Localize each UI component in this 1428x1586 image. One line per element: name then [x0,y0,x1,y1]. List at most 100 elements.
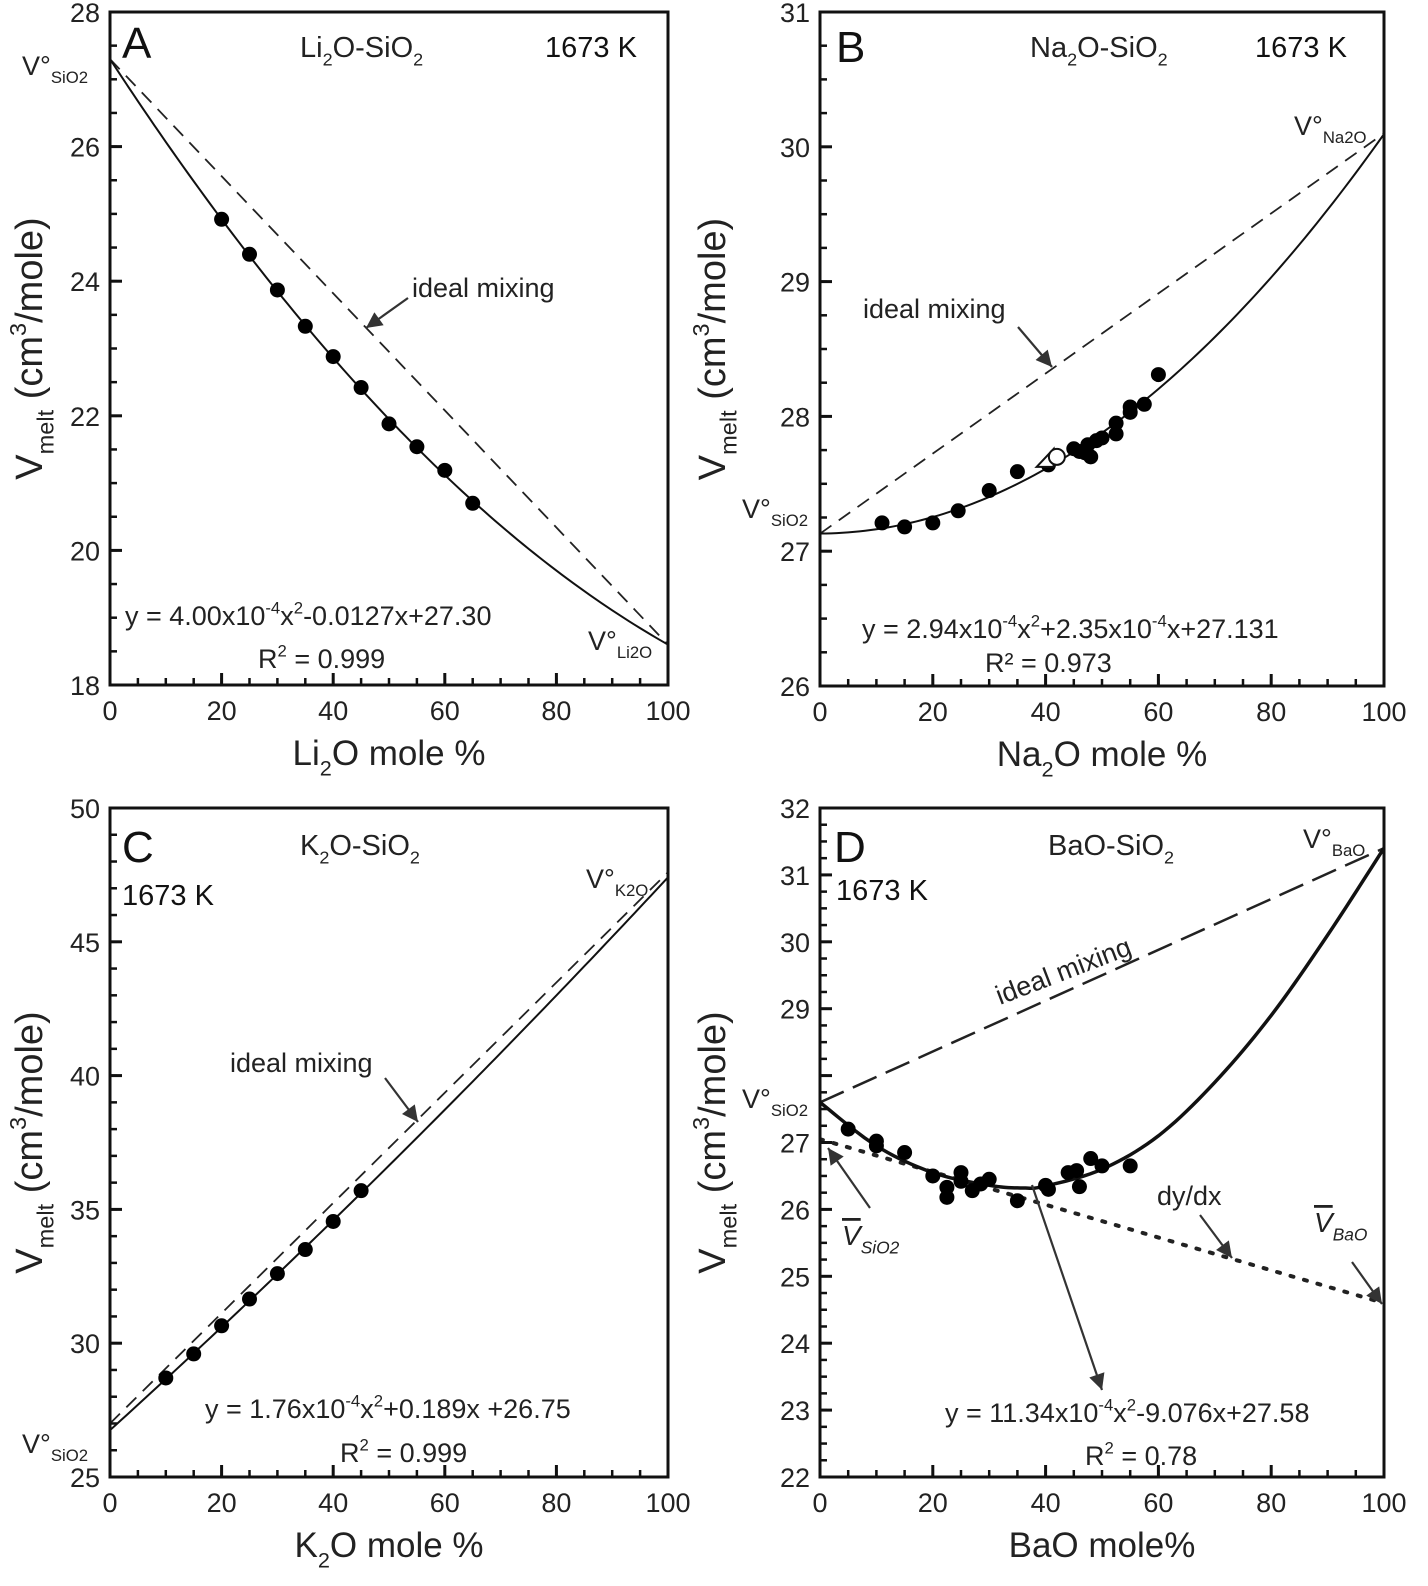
panel-title-part: O-SiO [1077,32,1158,64]
data-point [353,380,369,396]
data-point [353,1183,369,1199]
y-tick-label: 30 [780,133,810,163]
r-squared: R² = 0.973 [985,648,1112,678]
x-tick-label: 40 [1031,697,1061,727]
x-axis-label-part: O mole % [330,1526,484,1565]
y-axis-label-part: melt [715,1203,741,1248]
y-tick-label: 31 [780,861,810,891]
fit-equation-part: -0.0127x+27.30 [303,601,491,631]
data-point [1040,1181,1056,1197]
data-point [981,1171,997,1187]
panel-letter: A [122,19,152,68]
data-point [1136,396,1152,412]
fit-equation-part: x [1017,614,1031,644]
data-point [1083,449,1099,465]
y-axis-label-part: /mole) [9,217,51,323]
ideal-mixing-label: ideal mixing [991,931,1135,1010]
x-tick-label: 100 [645,1488,690,1518]
panel-title-part: 2 [410,848,420,868]
y-tick-label: 27 [780,537,810,567]
endmember-label-part: SiO2 [51,1446,88,1465]
ideal-mixing-line [820,847,1384,1104]
fit-equation: y = 2.94x10-4x2+2.35x10-4x+27.131 [862,612,1279,644]
panel-letter: C [122,823,154,872]
data-point [1122,399,1138,415]
y-axis-label-part: /mole) [9,1011,51,1117]
panel-title-part: 2 [413,50,423,70]
endmember-label-part: BaO [1332,841,1366,860]
y-tick-label: 27 [780,1129,810,1159]
endmember-label: V°SiO2 [22,51,88,87]
ideal-mixing-label: ideal mixing [412,273,555,303]
y-tick-label: 26 [780,672,810,702]
x-tick-label: 40 [1031,1488,1061,1518]
r-squared-part: = 0.999 [369,1438,467,1468]
r-squared-part: R [258,644,278,674]
endmember-label-part: V° [742,1084,771,1114]
x-axis-label-part: 2 [320,756,332,781]
x-axis-label-part: Na [997,735,1042,774]
ideal-mixing-line [110,871,668,1425]
y-axis-label: Vmelt (cm3/mole) [688,1011,741,1273]
data-point [1094,1158,1110,1174]
temperature-label: 1673 K [122,880,215,912]
data-point [925,1168,941,1184]
panel-title: BaO-SiO2 [1048,830,1174,868]
y-tick-label: 24 [780,1329,810,1359]
x-axis-label-part: Li [293,734,320,773]
r-squared-part: = 0.78 [1114,1441,1197,1471]
x-tick-label: 20 [207,1488,237,1518]
x-axis-label-part: 2 [1042,757,1054,782]
y-tick-label: 32 [780,794,810,824]
x-axis-label: K2O mole % [294,1526,483,1573]
y-tick-label: 23 [780,1396,810,1426]
temperature-label: 1673 K [1255,32,1348,64]
data-point [186,1346,202,1362]
fit-equation-part: y = 11.34x10 [945,1398,1098,1428]
panel-title-part: 2 [323,50,333,70]
x-tick-label: 40 [318,1488,348,1518]
panel-title-part: 2 [1158,50,1168,70]
plot-frame [818,10,1386,688]
x-tick-label: 80 [1256,1488,1286,1518]
fit-equation-part: -4 [1152,612,1167,631]
fit-equation-part: y = 1.76x10 [205,1394,345,1424]
data-point [1150,367,1166,383]
y-tick-label: 31 [780,0,810,28]
fit-equation-part: y = 4.00x10 [125,601,265,631]
x-tick-label: 60 [1143,1488,1173,1518]
x-axis-label: Na2O mole % [997,735,1207,782]
panel-title-part: O-SiO [333,32,414,64]
data-point [897,519,913,535]
fit-equation: y = 11.34x10-4x2-9.076x+27.58 [945,1396,1309,1428]
endmember-label-part: Na2O [1323,128,1367,147]
data-point [981,483,997,499]
x-axis-label-part: BaO mole% [1009,1526,1196,1565]
panel-title: K2O-SiO2 [300,830,420,868]
fit-equation-part: 2 [1031,612,1040,631]
plot-area [820,847,1384,1306]
endmember-label-part: V° [22,51,51,81]
fit-equation-part: x+27.131 [1167,614,1279,644]
y-tick-label: 45 [70,928,100,958]
ideal-mixing-label: ideal mixing [863,294,1006,324]
fit-equation-part: y = 2.94x10 [862,614,1002,644]
x-tick-label: 80 [1256,697,1286,727]
y-axis-label-part: (cm [692,1130,734,1204]
partial-molar-sio2-label: VSiO2 [842,1220,900,1257]
y-axis-label-part: (cm [9,1130,51,1204]
fit-curve [110,876,668,1431]
endmember-label-part: V° [586,864,615,894]
x-tick-label: 20 [207,696,237,726]
panel-title-part: 2 [1067,50,1077,70]
x-tick-label: 20 [918,697,948,727]
x-axis-label-part: 2 [318,1548,330,1573]
endmember-label-part: SiO2 [51,68,88,87]
y-axis-label-part: V [692,1248,734,1274]
data-point [437,462,453,478]
y-axis-label-part: 3 [688,1117,714,1130]
endmember-label-part: V° [1303,824,1332,854]
r-squared-part: = 0.999 [287,644,385,674]
fit-equation-part: 2 [1127,1396,1136,1415]
endmember-label: V°SiO2 [742,494,808,530]
